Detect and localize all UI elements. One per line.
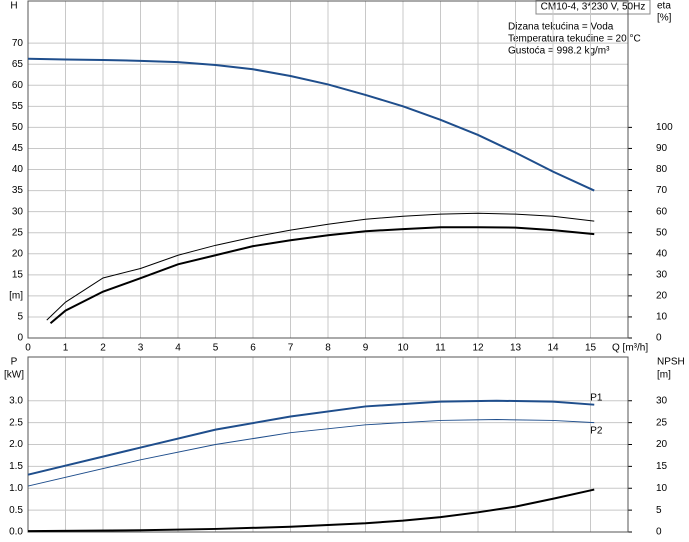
x-tick-label: 9 (363, 343, 369, 354)
y-tick-label: 0.5 (9, 505, 23, 516)
y2-tick-label: 15 (656, 461, 668, 472)
y2-tick-label: 5 (656, 505, 662, 516)
x-tick-label: 8 (325, 343, 331, 354)
y-tick-label: 70 (12, 38, 24, 49)
y2-tick-label: 50 (656, 227, 668, 238)
x-tick-label: 13 (510, 343, 522, 354)
y-tick-label: 0 (17, 333, 23, 344)
curve (27, 399, 595, 476)
y-tick-label: 65 (12, 59, 24, 70)
curve-label: P1 (590, 392, 603, 403)
y2-tick-label: 10 (656, 483, 668, 494)
x-tick-label: 6 (250, 343, 256, 354)
note: Gustoća = 998.2 kg/m³ (508, 46, 610, 57)
x-tick-label: 12 (472, 343, 484, 354)
chart-title: CM10-4, 3*230 V, 50Hz (541, 2, 646, 13)
x-tick-label: 4 (175, 343, 181, 354)
y-tick-label: 2.0 (9, 439, 23, 450)
note: Temperatura tekućine = 20 °C (508, 34, 641, 45)
y2-axis-unit: [m] (657, 370, 671, 381)
x-tick-label: 10 (397, 343, 409, 354)
y2-axis-label: NPSH (657, 357, 685, 368)
y2-tick-label: 90 (656, 143, 668, 154)
y2-tick-label: 60 (656, 206, 668, 217)
plot-frame (27, 356, 629, 533)
x-tick-label: 14 (547, 343, 559, 354)
x-tick-label: 2 (100, 343, 106, 354)
y-axis-unit: [kW] (4, 370, 24, 381)
curve (46, 212, 595, 321)
x-tick-label: 5 (213, 343, 219, 354)
y2-axis-label: eta (657, 1, 671, 12)
y2-tick-label: 20 (656, 439, 668, 450)
y-tick-label: 40 (12, 164, 24, 175)
y-tick-label: 25 (12, 227, 24, 238)
y-axis-label: H (10, 1, 17, 12)
curve (27, 488, 595, 533)
curve-label: P2 (590, 425, 603, 436)
x-tick-label: 0 (25, 343, 31, 354)
y-tick-label: 1.5 (9, 461, 23, 472)
note: Dizana tekućina = Voda (508, 22, 614, 33)
y-tick-label: [m] (9, 291, 23, 302)
curve (49, 226, 595, 325)
curve (27, 57, 595, 192)
y2-axis-unit: [%] (657, 13, 672, 24)
x-tick-label: 7 (288, 343, 294, 354)
x-tick-label: 11 (435, 343, 446, 354)
y-tick-label: 35 (12, 185, 24, 196)
x-tick-label: 1 (63, 343, 69, 354)
y-tick-label: 2.5 (9, 417, 23, 428)
plot-frame (27, 0, 629, 339)
y2-tick-label: 40 (656, 248, 668, 259)
y2-tick-label: 80 (656, 164, 668, 175)
x-axis-label: Q [m³/h] (612, 343, 648, 354)
y-tick-label: 60 (12, 80, 24, 91)
y-tick-label: 20 (12, 248, 24, 259)
y-tick-label: 1.0 (9, 483, 23, 494)
y2-tick-label: 20 (656, 291, 668, 302)
y-tick-label: 15 (12, 269, 24, 280)
y-tick-label: 0.0 (9, 527, 23, 538)
y-axis-label: P (11, 357, 18, 368)
y2-tick-label: 100 (656, 122, 673, 133)
y-tick-label: 5 (17, 312, 23, 323)
y2-tick-label: 70 (656, 185, 668, 196)
x-tick-label: 3 (138, 343, 144, 354)
y2-tick-label: 25 (656, 417, 668, 428)
title-box (535, 0, 651, 15)
y2-tick-label: 0 (656, 333, 662, 344)
y-tick-label: 45 (12, 143, 24, 154)
y-tick-label: 3.0 (9, 395, 23, 406)
curve (27, 419, 595, 487)
y-tick-label: 30 (12, 206, 24, 217)
y-tick-label: 55 (12, 101, 24, 112)
y2-tick-label: 30 (656, 269, 668, 280)
x-tick-label: 15 (585, 343, 597, 354)
y-tick-label: 50 (12, 122, 24, 133)
y2-tick-label: 10 (656, 312, 668, 323)
y2-tick-label: 30 (656, 395, 668, 406)
y2-tick-label: 0 (656, 527, 662, 538)
